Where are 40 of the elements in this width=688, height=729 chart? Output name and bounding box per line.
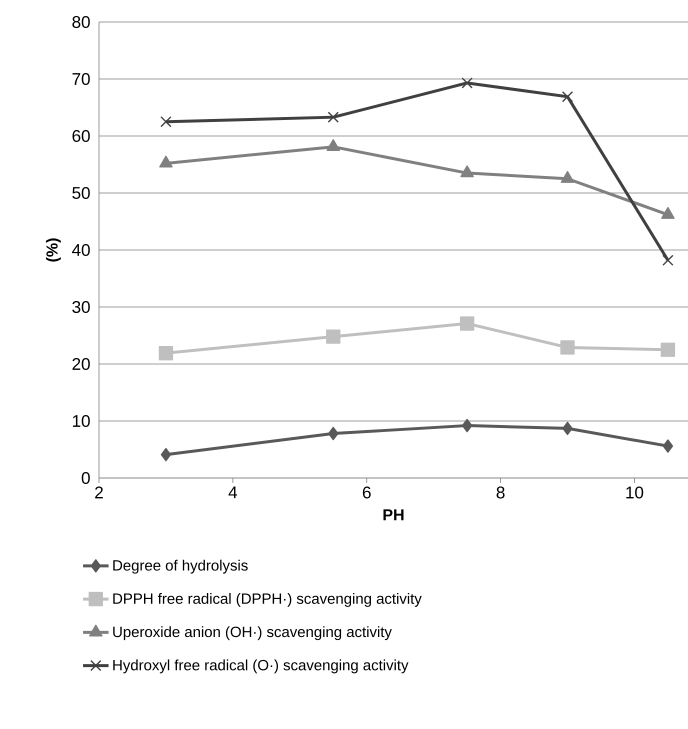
- x-tick-label: 8: [496, 486, 504, 498]
- point: [660, 206, 674, 219]
- point: [160, 116, 172, 128]
- x-tick-label: 10: [626, 486, 644, 498]
- point: [326, 139, 340, 152]
- x-axis-title: PH: [383, 509, 404, 520]
- point: [159, 156, 172, 168]
- point: [562, 422, 573, 436]
- y-tick-label: 0: [82, 472, 90, 484]
- point: [160, 448, 171, 462]
- y-tick-label: 40: [72, 244, 90, 256]
- y-tick-label: 70: [72, 73, 90, 85]
- point: [327, 112, 339, 123]
- y-axis-title: (%): [46, 238, 61, 262]
- legend-label: DPPH free radical (DPPH·) scavenging activity: [113, 592, 422, 607]
- y-tick-label: 20: [72, 358, 90, 370]
- y-tick-label: 10: [72, 415, 90, 427]
- y-tick-label: 30: [72, 301, 90, 313]
- x-tick-label: 2: [94, 486, 103, 498]
- point: [460, 165, 474, 178]
- y-tick-label: 80: [72, 16, 90, 28]
- point: [660, 342, 675, 357]
- point: [662, 254, 674, 266]
- point: [158, 346, 173, 360]
- point: [462, 418, 472, 432]
- x-tick-label: 4: [228, 486, 237, 498]
- point: [460, 316, 474, 331]
- point: [328, 426, 338, 440]
- x-tick-label: 6: [362, 486, 370, 498]
- point: [662, 439, 673, 453]
- y-tick-label: 50: [72, 187, 90, 199]
- legend-label: Uperoxide anion (OH·) scavenging activity: [113, 626, 392, 640]
- y-tick-label: 60: [72, 130, 90, 142]
- point: [560, 171, 574, 183]
- point: [326, 329, 340, 344]
- point: [560, 340, 575, 355]
- point: [461, 77, 473, 89]
- legend-label: Hydroxyl free radical (O·) scavenging activity: [113, 659, 408, 674]
- point: [562, 91, 573, 102]
- legend-label: Degree of hydrolysis: [113, 560, 248, 574]
